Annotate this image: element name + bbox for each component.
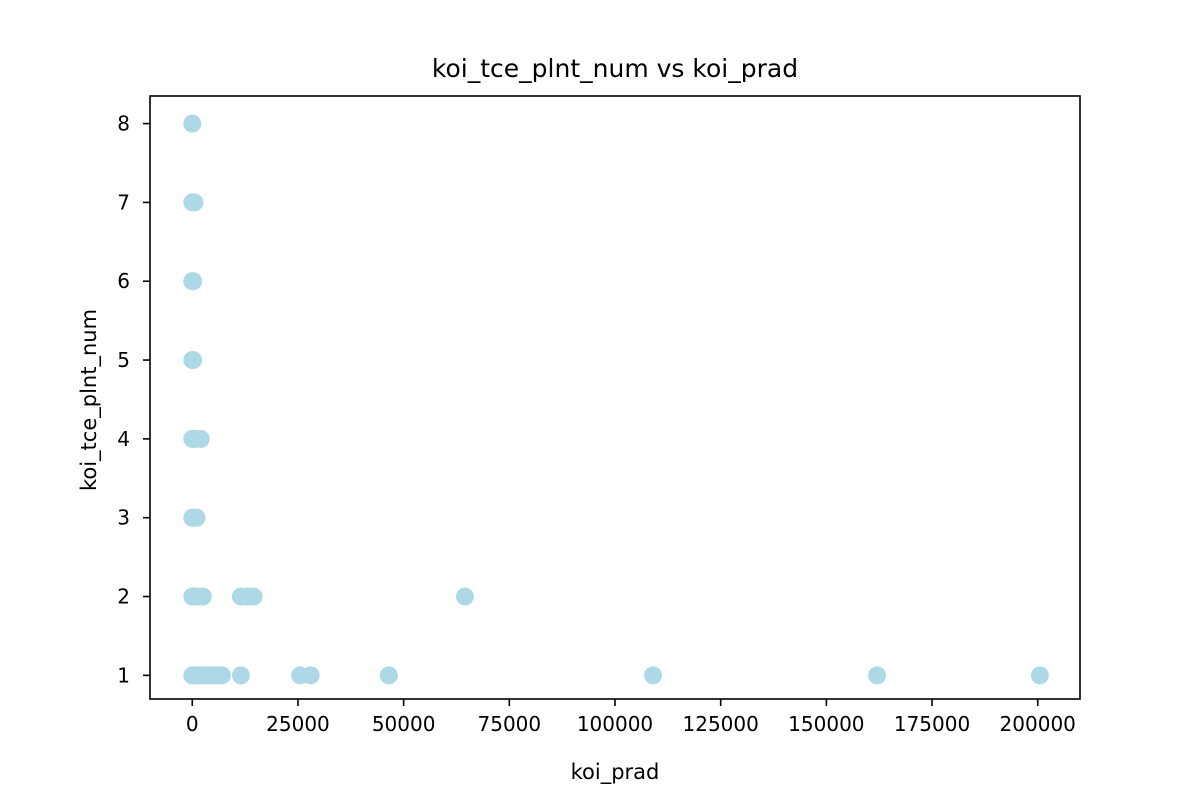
data-point (183, 114, 202, 133)
data-points (183, 114, 1049, 685)
y-tick-label: 1 (117, 663, 130, 687)
data-point (191, 429, 210, 448)
x-tick-label: 0 (186, 712, 199, 736)
data-point (644, 666, 663, 685)
y-tick-label: 7 (117, 190, 130, 214)
y-tick-label: 2 (117, 585, 130, 609)
x-tick-label: 175000 (894, 712, 970, 736)
data-point (244, 587, 263, 606)
plot-frame (149, 95, 1081, 700)
data-point (1030, 666, 1049, 685)
y-tick-label: 4 (117, 427, 130, 451)
y-tick-label: 3 (117, 506, 130, 530)
x-tick-label: 25000 (266, 712, 330, 736)
data-point (187, 508, 206, 527)
y-axis-label: koi_tce_plnt_num (77, 309, 102, 491)
y-axis-ticks: 1 2 3 4 5 6 7 8 (117, 112, 150, 687)
x-tick-label: 125000 (683, 712, 759, 736)
y-tick-label: 6 (117, 269, 130, 293)
x-axis-ticks: 0 25000 50000 75000 100000 125000 150000 175000… (186, 699, 1076, 736)
data-point (231, 666, 250, 685)
data-point (301, 666, 320, 685)
data-point (868, 666, 887, 685)
x-tick-label: 75000 (478, 712, 542, 736)
chart-title: koi_tce_plnt_num vs koi_prad (432, 54, 798, 83)
y-tick-label: 8 (117, 112, 130, 136)
data-point (184, 351, 203, 370)
x-tick-label: 200000 (1000, 712, 1076, 736)
data-point (212, 666, 231, 685)
y-tick-label: 5 (117, 348, 130, 372)
data-point (379, 666, 398, 685)
data-point (455, 587, 474, 606)
x-axis-label: koi_prad (571, 760, 660, 785)
x-tick-label: 100000 (577, 712, 653, 736)
data-point (193, 587, 212, 606)
data-point (184, 272, 203, 291)
x-tick-label: 50000 (372, 712, 436, 736)
x-tick-label: 150000 (788, 712, 864, 736)
data-point (185, 193, 204, 212)
